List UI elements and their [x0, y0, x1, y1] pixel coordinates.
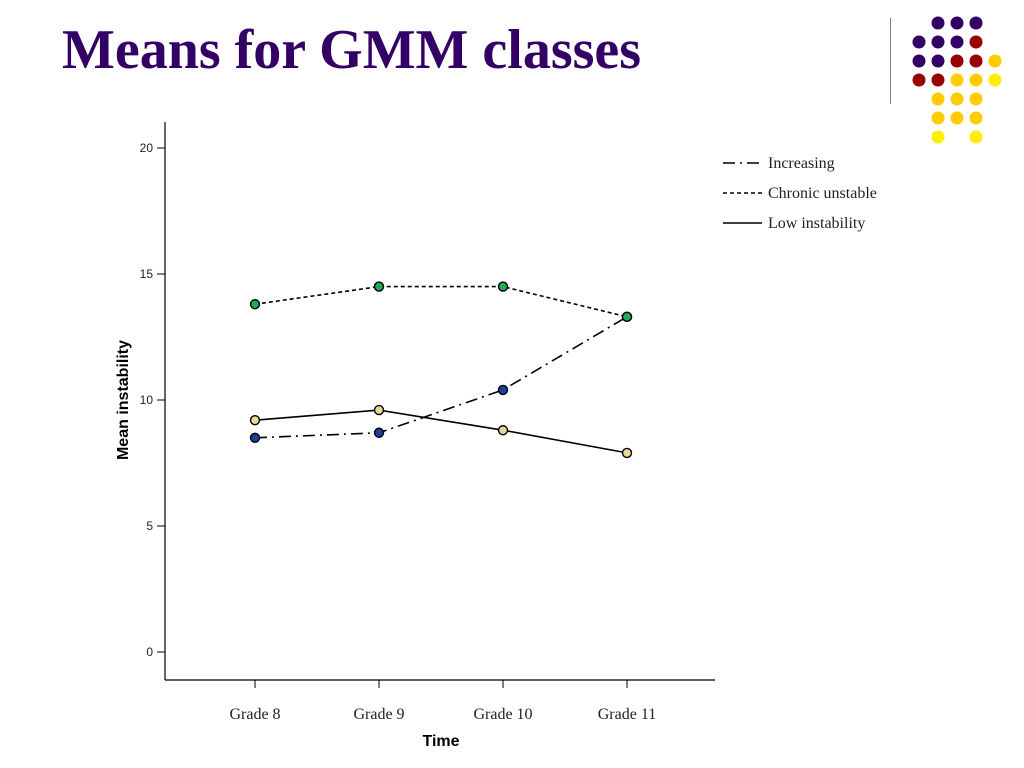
x-axis-ticks: Grade 8 Grade 9 Grade 10 Grade 11	[229, 680, 656, 723]
y-tick-label: 0	[146, 645, 153, 659]
y-axis-title: Mean instability	[115, 340, 132, 460]
x-tick-label: Grade 9	[353, 706, 404, 723]
logo-dot	[931, 73, 945, 87]
logo-dot	[931, 111, 945, 125]
series-line-1	[254, 285, 628, 318]
y-tick-label: 20	[140, 141, 154, 155]
y-tick-label: 5	[146, 519, 153, 533]
data-point-2-0	[249, 414, 261, 426]
data-point-0-1	[373, 427, 385, 438]
logo-dot	[950, 54, 964, 68]
logo-dot	[950, 111, 964, 125]
data-point-2-2	[497, 425, 509, 436]
series-line-2	[254, 409, 628, 454]
logo-dot	[969, 130, 983, 144]
slide-title: Means for GMM classes	[62, 19, 642, 81]
x-tick-label: Grade 10	[473, 706, 532, 723]
data-point-1-1	[373, 281, 385, 292]
logo-dot	[950, 92, 964, 106]
logo-dot	[950, 73, 964, 87]
chart-axes	[164, 122, 715, 681]
dot-grid-logo	[912, 16, 1002, 144]
logo-dot	[988, 73, 1002, 87]
logo-dot	[912, 73, 926, 87]
legend-label-2: Low instability	[768, 215, 865, 232]
y-tick-label: 10	[140, 393, 154, 407]
logo-dot	[931, 130, 945, 144]
title-divider	[890, 18, 891, 104]
logo-dot	[969, 54, 983, 68]
logo-dot	[950, 16, 964, 30]
chart-legend: Increasing Chronic unstable Low instabilit…	[723, 155, 877, 232]
logo-dot	[969, 92, 983, 106]
logo-dot	[931, 92, 945, 106]
data-point-1-0	[249, 299, 261, 310]
logo-dot	[969, 73, 983, 87]
logo-dot	[931, 16, 945, 30]
logo-dot	[988, 54, 1002, 68]
series-markers	[249, 281, 633, 459]
logo-dot	[931, 54, 945, 68]
legend-label-0: Increasing	[768, 155, 835, 172]
data-point-1-2	[497, 281, 509, 292]
logo-dot	[912, 35, 926, 49]
logo-dot	[950, 35, 964, 49]
data-point-0-0	[249, 432, 261, 443]
data-point-2-3	[621, 447, 633, 459]
data-point-0-2	[497, 384, 509, 396]
y-tick-label: 15	[140, 267, 154, 281]
data-point-1-3	[621, 311, 633, 323]
logo-dot	[931, 35, 945, 49]
x-tick-label: Grade 11	[598, 706, 657, 723]
series-lines	[254, 285, 628, 454]
logo-dot	[969, 111, 983, 125]
x-tick-label: Grade 8	[229, 706, 280, 723]
data-point-2-1	[373, 404, 385, 416]
logo-dot	[912, 54, 926, 68]
logo-dot	[969, 16, 983, 30]
legend-label-1: Chronic unstable	[768, 185, 877, 202]
logo-dot	[969, 35, 983, 49]
x-axis-title: Time	[422, 733, 459, 750]
y-axis-ticks: 0 5 10 15 20	[140, 141, 165, 659]
